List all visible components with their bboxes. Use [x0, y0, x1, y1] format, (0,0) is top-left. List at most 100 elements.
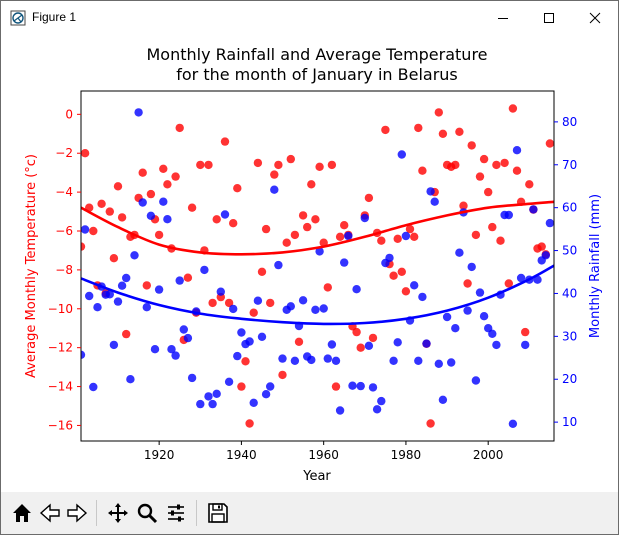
- temperature-point: [212, 215, 221, 224]
- rainfall-point: [298, 296, 308, 305]
- temperature-point: [282, 238, 291, 247]
- rainfall-point: [229, 304, 238, 314]
- title-bar[interactable]: Figure 1: [1, 1, 618, 34]
- zoom-button[interactable]: [134, 500, 160, 526]
- maximize-button[interactable]: [526, 1, 572, 34]
- temperature-point: [504, 279, 513, 288]
- temperature-point: [105, 207, 115, 216]
- temperature-point: [364, 193, 374, 203]
- rainfall-point: [274, 260, 283, 270]
- rainfall-point: [529, 205, 538, 214]
- figure-canvas[interactable]: Monthly Rainfall and Average Temperature…: [1, 34, 618, 492]
- rainfall-point: [504, 210, 513, 220]
- rainfall-point: [113, 297, 123, 306]
- left-y-tick-label: −8: [55, 263, 73, 277]
- left-y-axis-label: Average Monthly Temperature (°c): [24, 154, 39, 378]
- temperature-point: [171, 172, 180, 181]
- rainfall-point: [360, 213, 369, 223]
- rainfall-point: [216, 287, 225, 296]
- temperature-trend-line: [81, 200, 554, 256]
- temperature-point: [426, 419, 435, 428]
- temperature-point: [233, 184, 242, 193]
- rainfall-point: [89, 382, 98, 392]
- rainfall-point: [323, 354, 332, 363]
- temperature-point: [163, 180, 172, 189]
- rainfall-point: [187, 373, 197, 383]
- right-y-tick-label: 30: [562, 329, 577, 343]
- minimize-icon: [498, 17, 508, 19]
- rainfall-point: [163, 215, 172, 224]
- right-y-tick-label: 20: [562, 372, 577, 386]
- temperature-point: [253, 158, 263, 168]
- temperature-point: [142, 281, 151, 290]
- rainfall-point: [204, 392, 213, 401]
- rainfall-point: [488, 329, 497, 338]
- pan-button[interactable]: [105, 500, 131, 526]
- temperature-point: [89, 226, 98, 236]
- temperature-point: [117, 213, 127, 222]
- temperature-point: [97, 199, 106, 208]
- temperature-point: [405, 224, 415, 234]
- configure-subplots-button[interactable]: [163, 500, 189, 526]
- back-button[interactable]: [37, 500, 63, 526]
- temperature-point: [196, 160, 205, 170]
- rainfall-point: [224, 377, 234, 386]
- pan-icon: [108, 503, 128, 523]
- rainfall-point: [335, 406, 345, 415]
- forward-button[interactable]: [64, 500, 90, 526]
- temperature-point: [278, 370, 287, 380]
- x-tick-label: 1920: [144, 448, 175, 462]
- temperature-point: [512, 166, 522, 175]
- rainfall-point: [340, 258, 349, 267]
- rainfall-point: [327, 340, 337, 349]
- temperature-point: [463, 279, 472, 288]
- temperature-point: [208, 298, 217, 308]
- temperature-point: [492, 160, 501, 170]
- rainfall-point: [364, 341, 374, 350]
- temperature-point: [229, 219, 238, 228]
- rainfall-point: [171, 351, 180, 360]
- rainfall-point: [438, 395, 448, 404]
- rainfall-point: [208, 399, 217, 409]
- minimize-button[interactable]: [480, 1, 526, 34]
- temperature-point: [397, 267, 406, 276]
- rainfall-point: [286, 302, 295, 311]
- home-icon: [13, 504, 31, 522]
- temperature-point: [122, 329, 131, 339]
- temperature-point: [315, 162, 324, 171]
- save-button[interactable]: [205, 500, 231, 526]
- temperature-point: [274, 160, 283, 170]
- right-y-tick-label: 40: [562, 286, 577, 300]
- close-button[interactable]: [572, 1, 618, 34]
- rainfall-point: [410, 281, 419, 290]
- right-y-tick-label: 80: [562, 115, 577, 129]
- rainfall-point: [508, 419, 518, 428]
- temperature-point: [266, 298, 275, 308]
- rainfall-point: [249, 398, 258, 407]
- rainfall-point: [442, 312, 452, 322]
- temperature-point: [327, 160, 337, 170]
- temperature-point: [368, 333, 378, 343]
- home-button[interactable]: [9, 500, 35, 526]
- left-y-tick-label: −14: [48, 380, 73, 394]
- rainfall-point: [475, 288, 485, 297]
- rainfall-point: [467, 262, 476, 272]
- rainfall-point: [426, 187, 435, 196]
- navigation-toolbar: [1, 492, 618, 534]
- rainfall-point: [109, 340, 119, 350]
- x-tick-label: 1940: [226, 448, 257, 462]
- rainfall-point: [154, 285, 164, 294]
- temperature-point: [307, 180, 316, 189]
- temperature-point: [294, 337, 304, 346]
- left-y-tick-label: −10: [48, 302, 73, 316]
- rainfall-trend-line: [81, 264, 554, 326]
- right-y-tick-label: 50: [562, 244, 577, 258]
- temperature-point: [237, 382, 246, 391]
- rainfall-point: [377, 396, 386, 406]
- left-y-tick-label: 0: [65, 107, 73, 121]
- rainfall-point: [150, 345, 160, 354]
- left-y-tick-label: −2: [55, 146, 73, 160]
- temperature-point: [331, 382, 341, 391]
- temperature-point: [81, 242, 86, 251]
- rainfall-point: [307, 355, 316, 365]
